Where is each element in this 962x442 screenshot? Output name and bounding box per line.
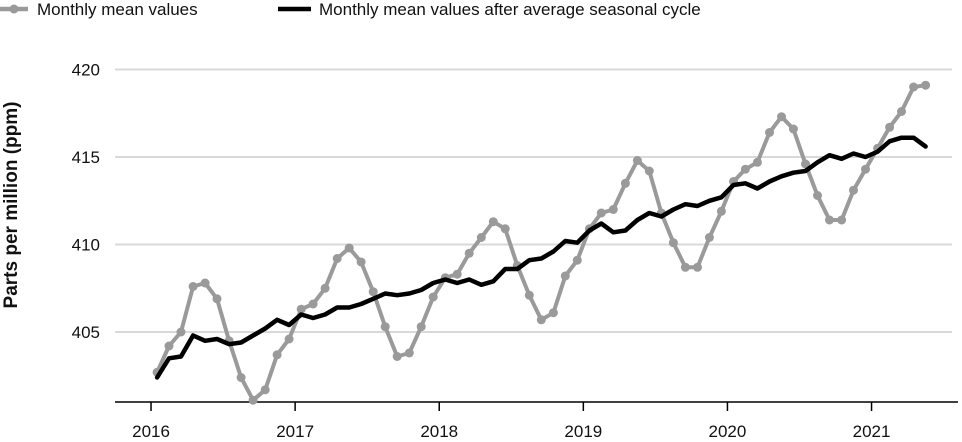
legend-item-monthly-mean: Monthly mean values (0, 0, 198, 19)
y-tick-label: 420 (72, 61, 100, 80)
data-point (644, 166, 654, 176)
series-2-line (154, 135, 928, 380)
data-point (236, 373, 246, 382)
series-layer (152, 80, 931, 405)
data-point (572, 255, 582, 265)
data-point (428, 292, 438, 302)
data-point (176, 327, 186, 337)
data-point (788, 124, 798, 134)
data-point (813, 191, 822, 200)
data-point (801, 159, 810, 169)
legend-label-series-2: Monthly mean values after average season… (319, 0, 701, 19)
data-point (704, 233, 714, 242)
data-point (524, 290, 534, 300)
series-2 (154, 135, 928, 380)
data-point (608, 205, 618, 214)
legend: Monthly mean values Monthly mean values … (0, 0, 701, 19)
data-point (260, 385, 270, 395)
data-point (332, 254, 342, 263)
y-axis-title: Parts per million (ppm) (1, 102, 22, 309)
data-point (416, 322, 426, 332)
data-point (296, 304, 306, 314)
data-point (200, 278, 210, 288)
data-point (284, 334, 294, 344)
data-point (861, 164, 870, 174)
data-point (740, 164, 750, 174)
data-point (620, 178, 630, 188)
data-point (488, 217, 498, 227)
legend-label-series-1: Monthly mean values (37, 0, 198, 19)
data-point (560, 271, 570, 281)
data-point (188, 282, 198, 291)
data-point (500, 224, 510, 234)
data-point (404, 348, 414, 358)
series-1-line (155, 83, 928, 403)
data-point (668, 238, 678, 248)
data-point (716, 206, 726, 216)
data-point (548, 308, 558, 318)
data-point (596, 208, 606, 218)
data-point (320, 283, 330, 293)
x-tick-label: 2018 (420, 422, 458, 441)
data-point (693, 262, 702, 272)
x-tick-label: 2016 (132, 422, 170, 441)
data-point (909, 82, 919, 92)
data-point (212, 294, 222, 304)
data-point (849, 185, 858, 195)
data-point (476, 233, 486, 242)
data-point (464, 248, 474, 258)
data-point (272, 350, 282, 360)
data-point (777, 112, 786, 122)
series-1 (152, 80, 931, 405)
data-point (837, 215, 847, 225)
data-point (344, 243, 354, 253)
legend-item-seasonal-adjusted: Monthly mean values after average season… (278, 0, 701, 19)
data-point (164, 341, 174, 351)
x-tick-label: 2021 (853, 422, 891, 441)
y-gridlines (115, 68, 952, 333)
data-point (452, 269, 462, 279)
x-tick-label: 2020 (709, 422, 747, 441)
data-point (921, 80, 931, 90)
data-point (536, 315, 546, 325)
data-point (380, 322, 390, 332)
x-tick-label: 2019 (564, 422, 602, 441)
data-point (765, 128, 774, 137)
data-point (308, 299, 318, 309)
data-point (825, 215, 834, 225)
data-point (752, 157, 762, 167)
data-point (897, 107, 906, 116)
data-point (356, 257, 366, 267)
y-tick-label: 415 (72, 148, 100, 167)
y-tick-label: 410 (72, 236, 100, 255)
data-point (392, 352, 402, 361)
data-point (632, 156, 642, 165)
x-axis: 2016 2017 2018 2019 2020 2021 (115, 401, 958, 441)
data-point (680, 262, 690, 272)
y-tick-labels: 405 410 415 420 (72, 61, 100, 343)
y-tick-label: 405 (72, 323, 100, 342)
data-point (248, 395, 258, 405)
x-tick-label: 2017 (276, 422, 314, 441)
data-point (885, 122, 895, 132)
data-point (368, 287, 378, 297)
legend-swatch-marker-gray (9, 4, 19, 14)
